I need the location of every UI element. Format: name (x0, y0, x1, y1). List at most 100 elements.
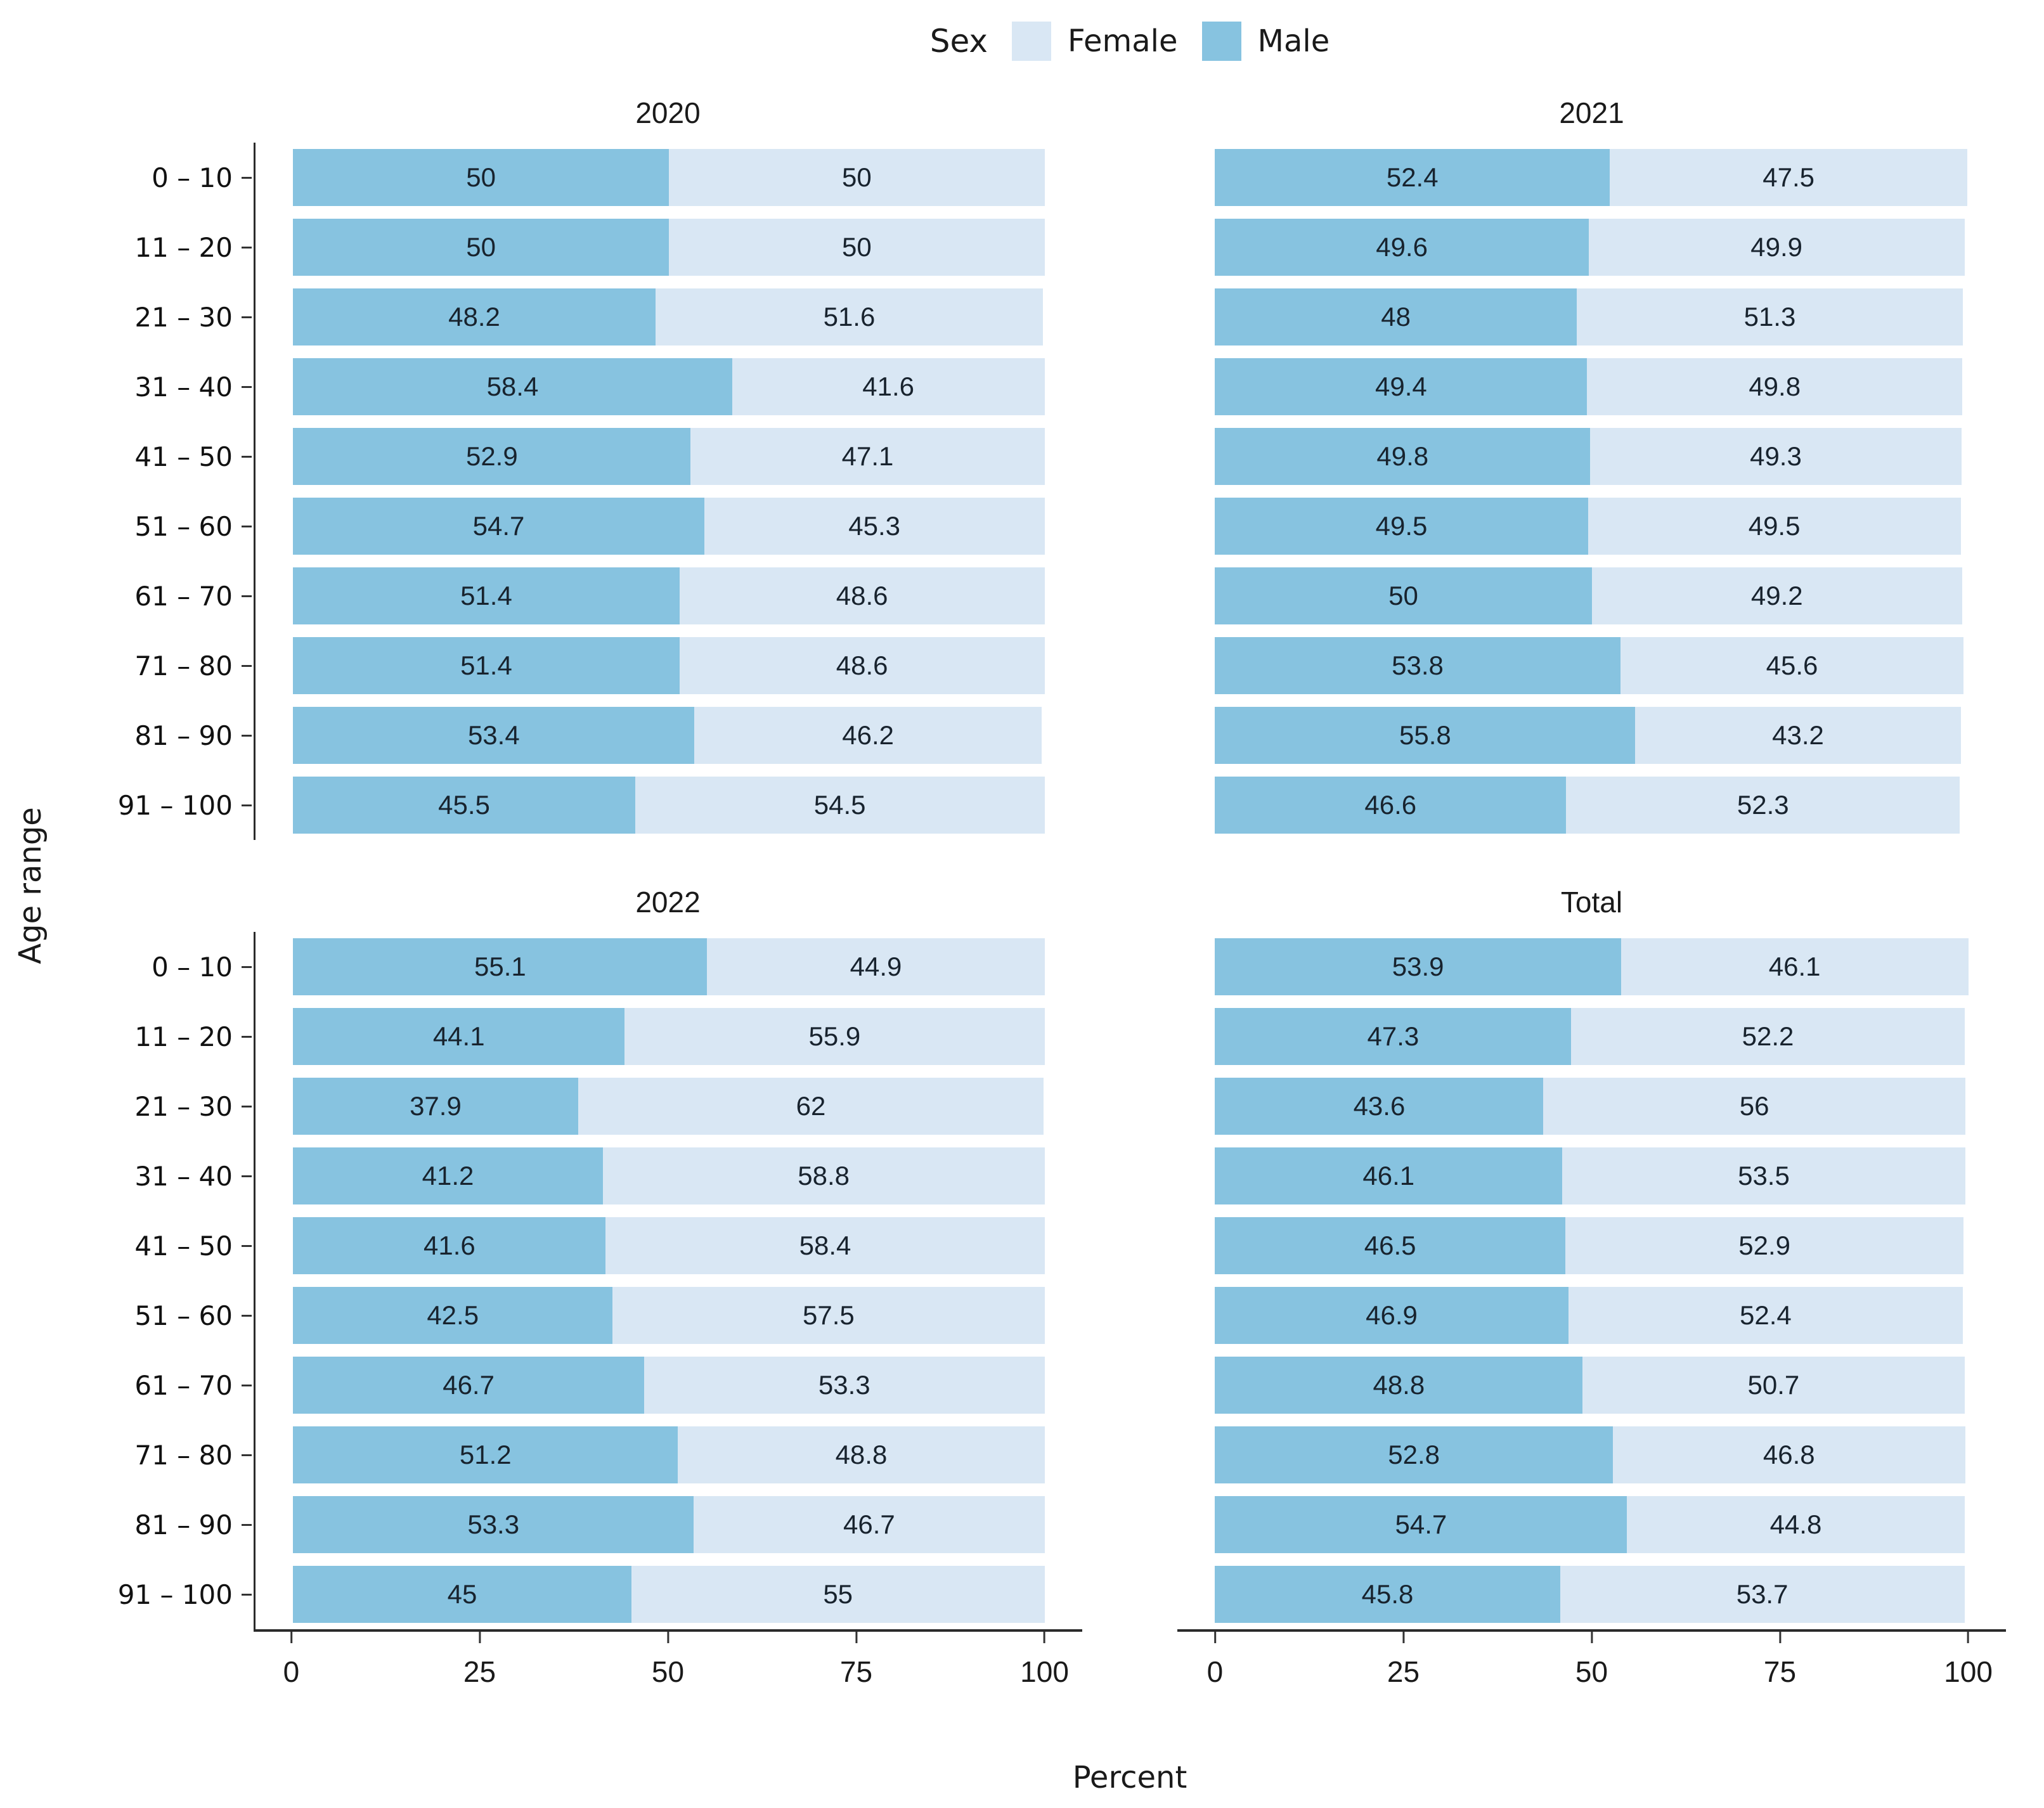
age-row: 81 – 90 (0, 1490, 254, 1559)
age-row: 91 – 100 (0, 1559, 254, 1629)
bar-value-label: 48.2 (448, 302, 500, 332)
female-bar-segment: 57.5 (612, 1287, 1045, 1344)
bar-value-label: 49.6 (1376, 232, 1428, 262)
y-axis-tick (242, 176, 252, 179)
male-bar-segment: 46.1 (1215, 1147, 1563, 1204)
x-axis-tick: 0 (283, 1632, 299, 1689)
female-bar-segment: 52.2 (1571, 1008, 1965, 1065)
female-bar-segment: 56 (1543, 1078, 1965, 1135)
age-row: 71 – 80 (0, 1420, 254, 1490)
bar-value-label: 43.6 (1353, 1091, 1406, 1121)
age-row: 31 – 40 (0, 1141, 254, 1211)
male-bar-segment: 45.5 (293, 777, 635, 834)
x-axis-track: 0 25 50 75 100 (1207, 1632, 1993, 1712)
age-range-label: 51 – 60 (134, 1300, 233, 1331)
female-bar-segment: 53.3 (644, 1357, 1045, 1414)
bar-value-label: 58.4 (799, 1230, 851, 1260)
bar-row: 53.9 46.1 (1177, 932, 2006, 1002)
female-bar-segment: 46.2 (694, 707, 1042, 764)
age-row: 61 – 70 (0, 1350, 254, 1420)
bar-value-label: 49.8 (1376, 441, 1429, 471)
male-bar-segment: 45 (293, 1566, 631, 1623)
y-axis-tick (242, 385, 252, 388)
bar-value-label: 53.4 (467, 720, 520, 750)
male-bar-segment: 41.2 (293, 1147, 603, 1204)
bar-value-label: 41.2 (422, 1161, 474, 1191)
bar-value-label: 46.1 (1768, 952, 1821, 981)
bar-value-label: 51.2 (459, 1440, 512, 1469)
legend-item-female: Female (1011, 22, 1178, 61)
male-bar-segment: 44.1 (293, 1008, 625, 1065)
age-row: 31 – 40 (0, 352, 254, 422)
bar-value-label: 53.3 (467, 1509, 520, 1539)
age-range-label: 71 – 80 (134, 1439, 233, 1471)
x-axis-tick-mark (1213, 1632, 1216, 1643)
bar-row: 42.5 57.5 (256, 1281, 1082, 1350)
female-bar-segment: 53.7 (1560, 1566, 1965, 1623)
bar-value-label: 62 (796, 1091, 826, 1121)
bar-row: 45.8 53.7 (1177, 1559, 2006, 1629)
bar-row: 51.2 48.8 (256, 1420, 1082, 1490)
age-row: 41 – 50 (0, 422, 254, 491)
bar-value-label: 50.7 (1747, 1370, 1800, 1400)
facet-title-2021: 2021 (1559, 96, 1624, 129)
bar-value-label: 52.3 (1737, 790, 1789, 820)
x-axis-tick-mark (1402, 1632, 1404, 1643)
panel-total: 53.9 46.1 47.3 52.2 43.6 56 46.1 53.5 46.5 52.9 46… (1177, 932, 2006, 1629)
bar-row: 46.5 52.9 (1177, 1211, 2006, 1281)
male-bar-segment: 52.9 (293, 428, 691, 485)
bar-row: 47.3 52.2 (1177, 1002, 2006, 1071)
male-bar-segment: 48.8 (1215, 1357, 1583, 1414)
male-bar-segment: 48.2 (293, 288, 656, 345)
facet-title-total: Total (1560, 885, 1623, 919)
male-bar-segment: 53.9 (1215, 938, 1621, 995)
bar-value-label: 54.5 (813, 790, 866, 820)
bar-value-label: 45.8 (1361, 1579, 1414, 1609)
bar-value-label: 49.5 (1748, 511, 1801, 541)
bar-value-label: 51.6 (823, 302, 876, 332)
female-bar-segment: 46.8 (1612, 1426, 1965, 1483)
bar-row: 41.2 58.8 (256, 1141, 1082, 1211)
bar-value-label: 49.4 (1375, 371, 1427, 401)
female-bar-segment: 43.2 (1635, 707, 1961, 764)
male-bar-segment: 53.3 (293, 1496, 694, 1553)
bar-value-label: 50 (1388, 581, 1418, 610)
male-bar-segment: 49.6 (1215, 219, 1589, 276)
x-axis-tick: 50 (652, 1632, 684, 1689)
bar-row: 46.1 53.5 (1177, 1141, 2006, 1211)
y-axis-tick (242, 1035, 252, 1038)
male-bar-segment: 58.4 (293, 358, 732, 415)
bar-value-label: 49.3 (1750, 441, 1802, 471)
male-bar-segment: 54.7 (1215, 1496, 1627, 1553)
bar-row: 45 55 (256, 1559, 1082, 1629)
bar-value-label: 51.3 (1743, 302, 1796, 332)
bar-row: 50 49.2 (1177, 561, 2006, 631)
bar-value-label: 46.5 (1364, 1230, 1416, 1260)
x-axis-tick-mark (855, 1632, 858, 1643)
male-bar-segment: 53.8 (1215, 637, 1620, 694)
bar-row: 48 51.3 (1177, 282, 2006, 352)
bar-row: 45.5 54.5 (256, 770, 1082, 840)
bar-row: 49.4 49.8 (1177, 352, 2006, 422)
bar-value-label: 46.9 (1366, 1300, 1418, 1330)
y-axis-tick (242, 1175, 252, 1177)
age-range-label: 91 – 100 (117, 1579, 233, 1610)
male-bar-segment: 52.8 (1215, 1426, 1613, 1483)
x-axis-tick-label: 100 (1944, 1655, 1993, 1688)
age-row: 11 – 20 (0, 212, 254, 282)
bar-value-label: 52.4 (1740, 1300, 1792, 1330)
bar-value-label: 45.5 (438, 790, 490, 820)
male-bar-segment: 42.5 (293, 1287, 613, 1344)
legend-item-male: Male (1201, 22, 1329, 61)
bar-row: 44.1 55.9 (256, 1002, 1082, 1071)
male-bar-segment: 45.8 (1215, 1566, 1560, 1623)
bar-value-label: 46.7 (843, 1509, 895, 1539)
female-bar-segment: 46.1 (1620, 938, 1969, 995)
x-axis-tick-label: 25 (463, 1655, 496, 1688)
y-axis-tick (242, 1105, 252, 1107)
bar-row: 49.6 49.9 (1177, 212, 2006, 282)
bar-value-label: 37.9 (410, 1091, 462, 1121)
bar-value-label: 51.4 (460, 581, 512, 610)
x-axis-tick: 75 (1764, 1632, 1796, 1689)
female-bar-segment: 50 (669, 219, 1045, 276)
